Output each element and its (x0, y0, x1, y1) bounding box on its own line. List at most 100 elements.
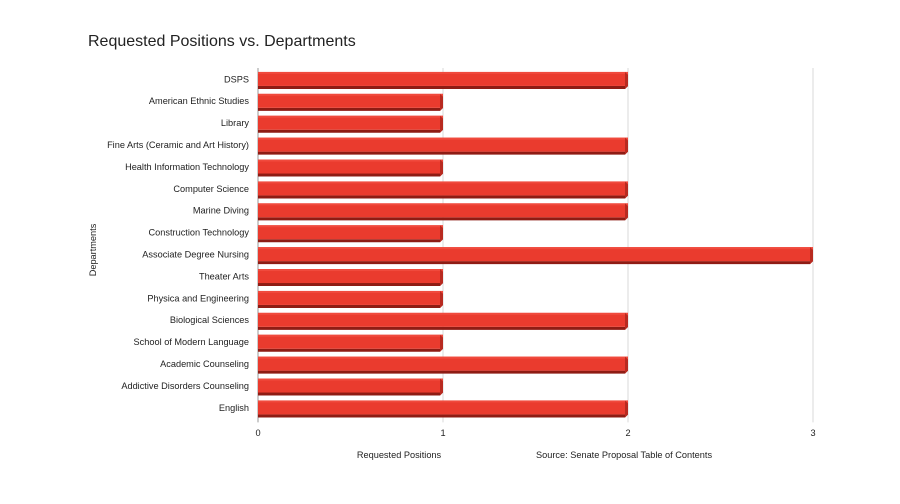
category-label: Library (221, 118, 249, 128)
bar-highlight (258, 181, 628, 184)
bar-highlight (258, 334, 443, 337)
bar-highlight (258, 137, 628, 140)
bar-end-cap (625, 71, 628, 89)
x-tick-label: 3 (810, 428, 815, 438)
category-label: Academic Counseling (160, 359, 249, 369)
bar-highlight (258, 93, 443, 96)
bar-end-cap (625, 181, 628, 199)
x-tick-label: 0 (255, 428, 260, 438)
bar-6 (258, 203, 628, 221)
bar-highlight (258, 356, 628, 359)
bar-shadow (258, 283, 443, 287)
bar-shadow (258, 392, 443, 396)
category-label: School of Modern Language (134, 337, 249, 347)
bar-12 (258, 334, 443, 352)
bar-1 (258, 93, 443, 111)
bar-shadow (258, 304, 443, 308)
bar-face (258, 137, 628, 152)
category-label: Marine Diving (193, 206, 249, 216)
bar-face (258, 400, 628, 415)
bar-end-cap (625, 356, 628, 374)
bar-9 (258, 269, 443, 287)
bar-end-cap (625, 400, 628, 418)
category-label: Theater Arts (199, 271, 249, 281)
bar-highlight (258, 269, 443, 272)
bar-face (258, 312, 628, 327)
bar-face (258, 247, 813, 262)
bar-shadow (258, 414, 628, 418)
x-tick-label: 1 (440, 428, 445, 438)
bar-face (258, 71, 628, 86)
bar-0 (258, 71, 628, 89)
category-label: English (219, 403, 249, 413)
bar-end-cap (440, 334, 443, 352)
category-label: American Ethnic Studies (149, 96, 249, 106)
bar-highlight (258, 159, 443, 162)
bar-shadow (258, 217, 628, 221)
bar-5 (258, 181, 628, 199)
bar-highlight (258, 400, 628, 403)
bar-highlight (258, 378, 443, 381)
bar-end-cap (440, 115, 443, 133)
bar-shadow (258, 348, 443, 352)
bar-shadow (258, 107, 443, 111)
bar-14 (258, 378, 443, 396)
category-label: Construction Technology (149, 228, 250, 238)
bar-face (258, 356, 628, 371)
category-label: Fine Arts (Ceramic and Art History) (107, 140, 249, 150)
bar-face (258, 203, 628, 218)
bar-15 (258, 400, 628, 418)
bar-end-cap (440, 159, 443, 177)
bar-end-cap (440, 290, 443, 308)
bar-4 (258, 159, 443, 177)
x-tick-labels: 0 1 2 3 (255, 428, 815, 438)
category-labels: DSPS American Ethnic Studies Library Fine A… (107, 74, 249, 413)
bar-end-cap (440, 378, 443, 396)
bar-highlight (258, 71, 628, 74)
bar-shadow (258, 370, 628, 374)
bar-highlight (258, 225, 443, 228)
bar-highlight (258, 203, 628, 206)
bar-shadow (258, 261, 813, 265)
bar-3 (258, 137, 628, 155)
category-label: Computer Science (173, 184, 249, 194)
bar-shadow (258, 129, 443, 133)
bar-face (258, 378, 443, 393)
bar-2 (258, 115, 443, 133)
bar-shadow (258, 85, 628, 89)
y-axis-title: Departments (88, 223, 98, 276)
bars (258, 71, 813, 418)
bar-face (258, 290, 443, 305)
bar-face (258, 115, 443, 130)
bar-11 (258, 312, 628, 330)
category-label: Addictive Disorders Counseling (121, 381, 249, 391)
source-note: Source: Senate Proposal Table of Content… (536, 450, 712, 460)
bar-7 (258, 225, 443, 243)
bar-shadow (258, 195, 628, 199)
bar-shadow (258, 239, 443, 243)
category-label: DSPS (224, 74, 249, 84)
bar-end-cap (625, 203, 628, 221)
bar-face (258, 93, 443, 108)
bar-end-cap (625, 312, 628, 330)
bar-end-cap (810, 247, 813, 265)
bar-face (258, 269, 443, 284)
chart-title: Requested Positions vs. Departments (88, 33, 356, 50)
category-label: Physica and Engineering (147, 293, 249, 303)
bar-face (258, 225, 443, 240)
bar-end-cap (440, 93, 443, 111)
category-label: Health Information Technology (125, 162, 249, 172)
bar-end-cap (625, 137, 628, 155)
bar-8 (258, 247, 813, 265)
bar-end-cap (440, 225, 443, 243)
x-tick-label: 2 (625, 428, 630, 438)
bar-face (258, 334, 443, 349)
bar-10 (258, 290, 443, 308)
category-label: Biological Sciences (170, 315, 250, 325)
bar-shadow (258, 151, 628, 155)
bar-shadow (258, 326, 628, 330)
bar-face (258, 181, 628, 196)
bar-shadow (258, 173, 443, 177)
